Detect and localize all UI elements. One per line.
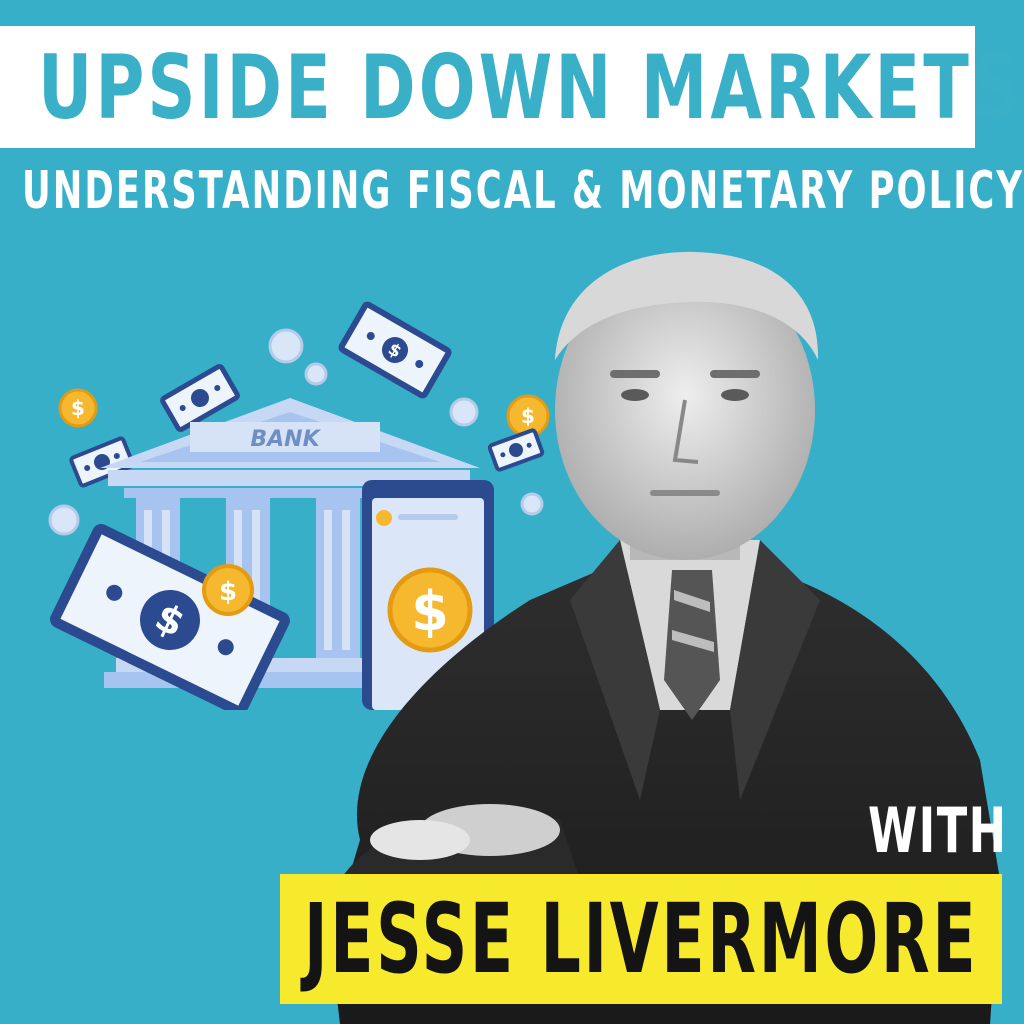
svg-text:$: $: [411, 580, 449, 643]
title-banner: UPSIDE DOWN MARKETS: [0, 26, 1024, 148]
svg-text:$: $: [219, 577, 237, 607]
dollar-bill-icon: [487, 428, 545, 472]
page-title: UPSIDE DOWN MARKETS: [38, 36, 1024, 139]
dollar-bill-icon: $: [50, 524, 290, 710]
svg-text:$: $: [521, 404, 535, 428]
dollar-bill-icon: [160, 364, 240, 432]
dollar-bill-icon: $: [338, 301, 452, 399]
dollar-coin-icon: $ $: [58, 388, 550, 438]
bank-sign: BANK: [250, 427, 321, 452]
guest-name-banner: JESSE LIVERMORE: [280, 874, 1002, 1004]
svg-text:$: $: [71, 396, 85, 420]
guest-name: JESSE LIVERMORE: [304, 883, 979, 995]
dollar-coin-icon: $: [202, 564, 254, 616]
bank-money-illustration: $ $ $ BA: [48, 301, 550, 710]
with-label: WITH: [868, 794, 1008, 867]
silver-coin-icon: [48, 328, 544, 536]
subtitle: UNDERSTANDING FISCAL & MONETARY POLICY: [22, 161, 1024, 221]
